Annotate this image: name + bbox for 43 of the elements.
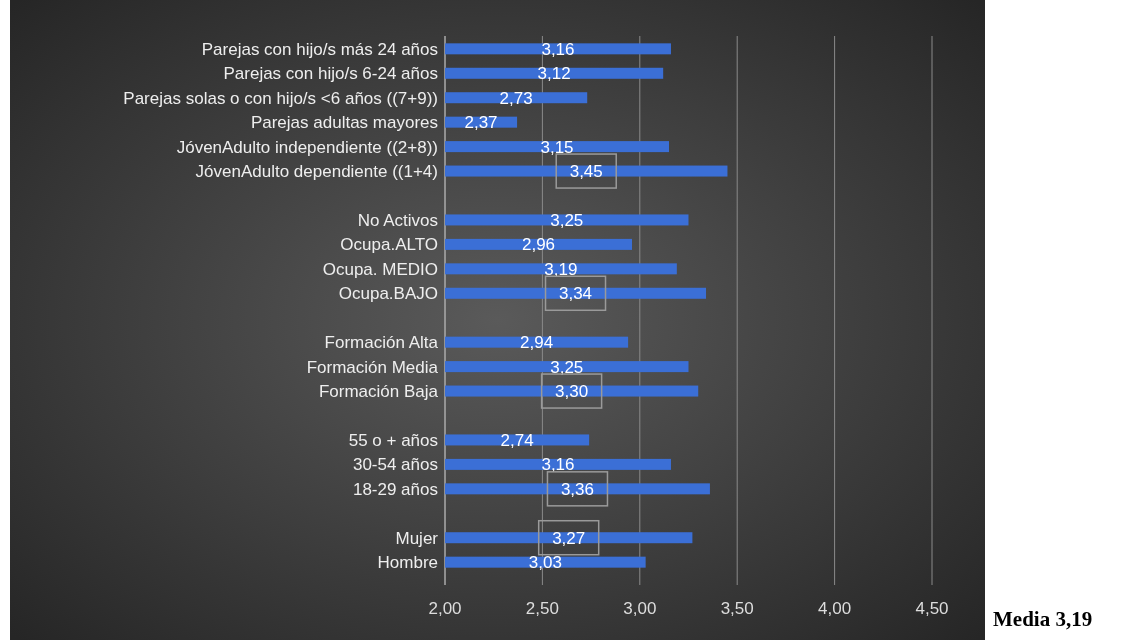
y-tick-label: Parejas adultas mayores bbox=[250, 113, 438, 133]
data-label: 2,74 bbox=[500, 430, 534, 450]
text: Media 3,19 bbox=[993, 607, 1093, 631]
data-label: 2,37 bbox=[464, 113, 498, 133]
data-label: 3,03 bbox=[528, 553, 562, 573]
data-label: 3,16 bbox=[541, 39, 575, 59]
y-tick-label: Ocupa.ALTO bbox=[340, 235, 438, 255]
y-tick-label: Formación Alta bbox=[324, 333, 439, 353]
data-label: 2,96 bbox=[521, 235, 556, 255]
data-label: 3,25 bbox=[550, 357, 584, 377]
y-tick-label: Parejas con hijo/s 6-24 años bbox=[223, 64, 438, 84]
y-tick-label: Ocupa. MEDIO bbox=[322, 259, 438, 279]
data-label: 2,73 bbox=[499, 88, 533, 108]
data-label: 3,45 bbox=[569, 162, 603, 182]
y-tick-label: 30-54 años bbox=[352, 455, 438, 475]
x-tick-label: 4,00 bbox=[818, 599, 852, 618]
x-tick-label: 2,00 bbox=[428, 599, 462, 618]
x-tick-label: 3,50 bbox=[720, 599, 754, 618]
y-tick-label: No Activos bbox=[357, 210, 438, 230]
y-tick-label: Formación Media bbox=[306, 357, 439, 377]
data-label: 3,25 bbox=[550, 210, 584, 230]
data-label: 3,19 bbox=[544, 259, 578, 279]
x-tick-label: 2,50 bbox=[525, 599, 559, 618]
data-label: 2,94 bbox=[520, 333, 554, 353]
y-tick-label: 18-29 años bbox=[352, 479, 438, 499]
data-label: 3,30 bbox=[555, 382, 589, 402]
data-label: 3,27 bbox=[552, 528, 586, 548]
y-tick-label: JóvenAdulto dependiente ((1+4) bbox=[195, 162, 438, 182]
data-label: 3,12 bbox=[537, 64, 571, 84]
y-tick-label: JóvenAdulto independiente ((2+8)) bbox=[176, 137, 438, 157]
data-label: 3,15 bbox=[540, 137, 574, 157]
y-tick-label: Hombre bbox=[377, 553, 438, 573]
x-tick-label: 4,50 bbox=[915, 599, 949, 618]
y-tick-label: 55 o + años bbox=[348, 430, 438, 450]
y-tick-label: Parejas solas o con hijo/s <6 años ((7+9)) bbox=[123, 88, 438, 108]
y-tick-label: Ocupa.BAJO bbox=[338, 284, 438, 304]
y-tick-label: Parejas con hijo/s más 24 años bbox=[201, 39, 438, 59]
x-tick-label: 3,00 bbox=[623, 599, 657, 618]
data-label: 3,16 bbox=[541, 455, 575, 475]
data-label: 3,36 bbox=[560, 479, 595, 499]
data-label: 3,34 bbox=[558, 284, 593, 304]
y-tick-label: Mujer bbox=[395, 528, 439, 548]
y-tick-label: Formación Baja bbox=[318, 382, 439, 402]
